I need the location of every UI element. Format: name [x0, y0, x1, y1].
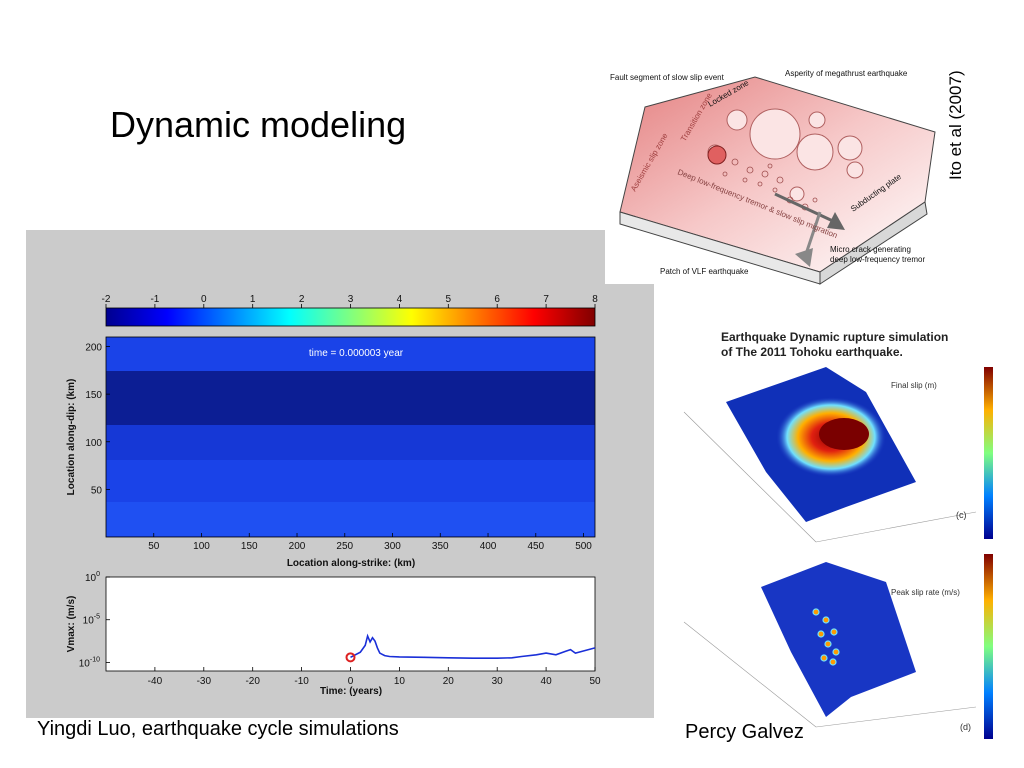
- colorbar-tick-label: -1: [150, 294, 159, 305]
- vmax-x-tick-label: 30: [492, 676, 504, 687]
- colorbar-tick-label: 2: [299, 294, 305, 305]
- top-x-tick-label: 500: [575, 541, 592, 552]
- vmax-series: [345, 633, 596, 663]
- vmax-x-tick-label: -20: [245, 676, 260, 687]
- top-ylabel: Location along-dip: (km): [66, 379, 77, 496]
- colorbar-tick-label: 8: [592, 294, 598, 305]
- final-slip-label: Final slip (m): [891, 381, 937, 390]
- top-y-tick-label: 150: [85, 390, 102, 401]
- top-x-tick-label: 450: [527, 541, 544, 552]
- top-y-ticks: 200 150 100 50: [85, 343, 110, 496]
- colorbar-tick-label: 4: [397, 294, 403, 305]
- colorbar-tick-label: 1: [250, 294, 256, 305]
- heatmap-band-locked: [106, 371, 595, 425]
- vmax-x-tick-label: -30: [197, 676, 212, 687]
- colorbar-tick-label: -2: [102, 294, 111, 305]
- plate-top-surface: [619, 76, 936, 273]
- vmax-x-tick-label: 20: [443, 676, 455, 687]
- panel-c-tag: (c): [956, 510, 967, 520]
- top-x-tick-label: 100: [193, 541, 210, 552]
- panel-d-tag: (d): [960, 722, 971, 732]
- colorbar-tick-label: 6: [494, 294, 500, 305]
- colorbar-tick-label: 0: [201, 294, 207, 305]
- top-xlabel: Location along-strike: (km): [287, 558, 415, 569]
- cycle-simulation-panel: -2 -1 0 1 2 3 4 5 6 7 8 time = 0.000003 year 20015…: [26, 230, 654, 718]
- slip-rate-hotspots: [812, 608, 840, 666]
- top-y-tick-label: 100: [85, 438, 102, 449]
- top-x-tick-label: 50: [148, 541, 160, 552]
- top-x-tick-label: 250: [336, 541, 353, 552]
- tohoku-panel: Earthquake Dynamic rupture simulation of…: [676, 322, 996, 742]
- credit-left: Yingdi Luo, earthquake cycle simulations: [37, 718, 399, 740]
- vmax-x-tick-label: 0: [348, 676, 354, 687]
- label-micro-crack: Micro crack generating: [830, 245, 911, 254]
- tohoku-title-line2: of The 2011 Tohoku earthquake.: [721, 345, 903, 359]
- slow-slip-patch: [707, 145, 727, 165]
- final-slip-panel: Final slip (m) (c): [683, 367, 993, 543]
- colorbar-ticks: -2 -1 0 1 2 3 4 5 6 7 8: [102, 294, 598, 308]
- slide-title: Dynamic modeling: [110, 104, 407, 145]
- tohoku-title-line1: Earthquake Dynamic rupture simulation: [721, 330, 948, 344]
- top-x-tick-label: 350: [432, 541, 449, 552]
- vmax-x-tick-label: -40: [148, 676, 163, 687]
- vmax-x-tick-label: 40: [541, 676, 553, 687]
- time-label: time = 0.000003 year: [309, 348, 404, 359]
- current-time-marker: [345, 652, 356, 663]
- label-asperity: Asperity of megathrust earthquake: [785, 69, 908, 78]
- vmax-x-ticks: -40 -30 -20 -10 0 10 20 30 40 50: [148, 667, 601, 687]
- label-fault-segment: Fault segment of slow slip event: [610, 73, 725, 82]
- peak-slip-rate-label: Peak slip rate (m/s): [891, 588, 960, 597]
- label-micro-crack-2: deep low-frequency tremor: [830, 255, 925, 264]
- vmax-x-tick-label: 50: [589, 676, 601, 687]
- top-x-ticks: 50 100 150 200 250 300 350 400 450 500: [148, 533, 592, 552]
- plate-right-face: [819, 201, 928, 285]
- subduction-schematic: Fault segment of slow slip event Asperit…: [610, 69, 936, 285]
- vmax-line: [350, 633, 596, 660]
- vmax-x-tick-label: -10: [294, 676, 309, 687]
- heatmap-band-lower: [106, 502, 595, 536]
- top-y-tick-label: 50: [91, 485, 103, 496]
- heatmap-band-mid: [106, 425, 595, 460]
- citation: Ito et al (2007): [946, 70, 965, 180]
- colorbar-tick-label: 5: [446, 294, 452, 305]
- top-x-tick-label: 200: [289, 541, 306, 552]
- top-x-tick-label: 150: [241, 541, 258, 552]
- top-x-tick-label: 300: [384, 541, 401, 552]
- vmax-xlabel: Time: (years): [320, 686, 382, 697]
- peak-slip-rate-panel: Peak slip rate (m/s) (d): [683, 554, 993, 739]
- vmax-ylabel: Vmax: (m/s): [66, 596, 77, 653]
- top-x-tick-label: 400: [480, 541, 497, 552]
- colorbar-tick-label: 7: [543, 294, 549, 305]
- label-vlf-patch: Patch of VLF earthquake: [660, 267, 749, 276]
- colorbar-tick-label: 3: [348, 294, 354, 305]
- credit-right: Percy Galvez: [685, 721, 804, 743]
- top-y-tick-label: 200: [85, 343, 102, 354]
- vmax-x-tick-label: 10: [394, 676, 406, 687]
- colorbar: [105, 307, 596, 327]
